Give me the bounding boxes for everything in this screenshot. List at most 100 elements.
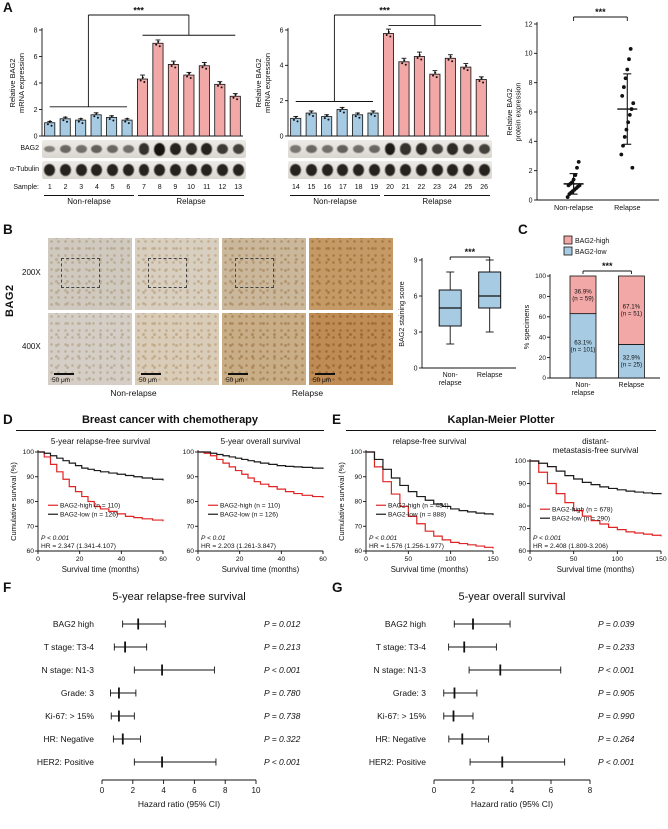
svg-text:6: 6 — [192, 786, 197, 795]
scale-bar-label: 50 μm — [139, 377, 158, 384]
data-point — [627, 57, 631, 62]
legend-label: BAG2-high — [575, 238, 609, 245]
blot-band — [290, 145, 302, 153]
km-curve — [530, 460, 662, 537]
p-value: P = 0.012 — [264, 619, 301, 629]
ihc-texture — [48, 313, 132, 385]
ihc-roi-box — [235, 258, 275, 289]
blot-band — [368, 163, 380, 177]
significance-stars: *** — [595, 7, 606, 17]
svg-text:100: 100 — [351, 449, 363, 456]
km-plot-5yr-overall: 5-year overall survival 0 20 40 60 60 70 80 90 10… — [183, 437, 327, 574]
blot-band — [306, 144, 318, 154]
svg-text:60: 60 — [159, 556, 167, 563]
blot-band — [431, 143, 443, 155]
bars — [290, 28, 487, 137]
blot-band — [447, 163, 459, 177]
svg-text:8: 8 — [223, 786, 228, 795]
blot-band — [91, 163, 103, 177]
p-value: P < 0.001 — [598, 665, 635, 675]
p-value: P = 0.780 — [264, 688, 301, 698]
blot-band — [415, 143, 427, 155]
svg-text:2: 2 — [131, 786, 136, 795]
svg-text:8: 8 — [588, 786, 593, 795]
svg-text:2: 2 — [529, 168, 533, 175]
svg-text:150: 150 — [655, 556, 667, 563]
row-label: Ki-67: > 15% — [45, 711, 94, 721]
panel-e-label: E — [332, 412, 342, 427]
blot-band — [400, 143, 412, 155]
x-axis-label: Hazard ratio (95% CI) — [471, 799, 553, 809]
svg-text:0: 0 — [364, 556, 368, 563]
sample-label: Sample: — [13, 184, 39, 191]
blot-band — [75, 145, 87, 153]
svg-text:60: 60 — [518, 548, 526, 555]
legend-label: BAG2-low (n = 888) — [388, 511, 446, 518]
axis-label: Relative BAG2 — [8, 58, 17, 107]
blot-band — [384, 163, 396, 177]
row-label: Grade: 3 — [61, 688, 94, 698]
svg-text:6: 6 — [280, 27, 284, 34]
blot-band — [478, 143, 490, 155]
blot-band — [201, 142, 213, 156]
svg-text:100: 100 — [535, 273, 546, 280]
svg-text:100: 100 — [183, 449, 195, 456]
blot-band — [368, 144, 380, 154]
svg-text:10: 10 — [252, 786, 261, 795]
km-curve — [366, 451, 494, 549]
km-plot-relapse-free: relapse-free survival 0 50 100 150 60 70 80 90 10… — [337, 437, 499, 574]
blot-group-label: Relapse — [138, 195, 244, 206]
svg-text:40: 40 — [118, 556, 126, 563]
svg-text:90: 90 — [518, 481, 526, 488]
blot-band — [290, 163, 302, 177]
data-point — [627, 113, 632, 117]
significance-stars: *** — [133, 6, 144, 16]
panel-f-label: F — [3, 580, 12, 595]
blot-band — [122, 145, 134, 153]
svg-text:50: 50 — [570, 556, 578, 563]
scale-bar-label: 50 μm — [226, 377, 245, 384]
blot-band — [306, 163, 318, 177]
km-curve — [530, 460, 662, 495]
row-label: HR: Negative — [375, 734, 426, 744]
p-value: P = 0.738 — [264, 711, 301, 721]
svg-text:0: 0 — [36, 556, 40, 563]
svg-text:70: 70 — [186, 523, 194, 530]
forest-title: 5-year overall survival — [459, 591, 566, 603]
ihc-image-400x-4: 50 μm — [309, 313, 393, 385]
svg-text:100: 100 — [515, 458, 527, 465]
legend-label: BAG2-high (n = 484) — [388, 502, 449, 509]
svg-text:9: 9 — [414, 257, 418, 264]
legend-swatch — [563, 235, 573, 245]
row-label: T stage: T3-4 — [44, 642, 95, 652]
ihc-image-200x-2 — [135, 238, 219, 310]
blot-band — [431, 163, 443, 177]
blot-row-label: BAG2 — [20, 145, 39, 152]
svg-text:3: 3 — [414, 329, 418, 336]
box — [478, 271, 502, 309]
ihc-group-nonrelapse-label: Non-relapse — [110, 388, 157, 398]
svg-text:2: 2 — [34, 107, 38, 114]
svg-text:67.1%: 67.1% — [623, 304, 641, 311]
panel-d-underline — [16, 430, 324, 431]
stat-text: HR = 2.203 (1.261-3.847) — [201, 543, 276, 550]
row-label: BAG2 high — [53, 619, 94, 629]
stat-text: P < 0.001 — [533, 535, 562, 542]
blot-band — [138, 163, 150, 177]
svg-text:4: 4 — [34, 80, 38, 87]
panel-c-label: C — [518, 222, 528, 237]
p-value: P = 0.213 — [264, 642, 301, 652]
svg-text:60: 60 — [26, 548, 34, 555]
p-value: P = 0.322 — [264, 734, 301, 744]
svg-text:relapse: relapse — [572, 390, 595, 397]
legend-label: BAG2-low (n = 126) — [60, 511, 118, 518]
axis-label: % specimens — [522, 304, 531, 349]
legend-label: BAG2-low — [575, 249, 607, 256]
p-value: P = 0.039 — [598, 619, 635, 629]
blot-band — [91, 144, 103, 154]
svg-text:36.9%: 36.9% — [574, 288, 592, 295]
svg-text:6: 6 — [549, 786, 554, 795]
data-point — [623, 76, 628, 81]
svg-text:100: 100 — [612, 556, 624, 563]
